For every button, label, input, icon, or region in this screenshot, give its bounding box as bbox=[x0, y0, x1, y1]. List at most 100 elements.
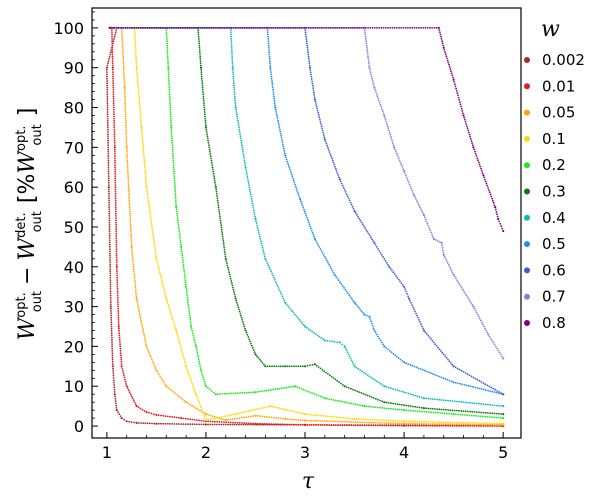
data-point-interp bbox=[437, 346, 439, 349]
data-point-interp bbox=[107, 133, 109, 136]
data-point-interp bbox=[232, 75, 235, 78]
data-point-interp bbox=[230, 33, 232, 36]
data-point-interp bbox=[203, 111, 206, 113]
data-point-interp bbox=[445, 259, 448, 262]
data-point-interp bbox=[123, 71, 125, 73]
data-point-interp bbox=[125, 137, 128, 140]
data-point-interp bbox=[252, 204, 254, 207]
data-point-interp bbox=[148, 208, 151, 211]
data-point-interp bbox=[115, 404, 118, 407]
data-point-interp bbox=[387, 422, 390, 425]
data-point-interp bbox=[108, 204, 110, 206]
data-point-interp bbox=[418, 424, 421, 427]
data-point-interp bbox=[256, 27, 259, 29]
data-point-interp bbox=[365, 27, 367, 29]
data-point-interp bbox=[345, 386, 348, 388]
data-point-interp bbox=[157, 266, 160, 269]
data-point-interp bbox=[240, 416, 243, 419]
data-point-interp bbox=[173, 177, 176, 180]
data-point-interp bbox=[319, 420, 322, 422]
data-point-interp bbox=[456, 279, 458, 282]
data-point-interp bbox=[206, 137, 209, 140]
data-point-interp bbox=[296, 386, 299, 388]
data-point-interp bbox=[309, 71, 312, 74]
data-point bbox=[422, 397, 425, 400]
data-point-interp bbox=[202, 100, 205, 102]
data-point-interp bbox=[315, 103, 317, 105]
data-point bbox=[204, 423, 207, 426]
data-point-interp bbox=[159, 375, 162, 378]
data-point-interp bbox=[456, 421, 458, 424]
data-point bbox=[502, 357, 505, 360]
data-point-interp bbox=[252, 415, 255, 417]
data-point-interp bbox=[451, 363, 454, 366]
data-point-interp bbox=[488, 385, 491, 388]
data-point-interp bbox=[478, 387, 481, 390]
data-point-interp bbox=[352, 388, 354, 391]
data-point-interp bbox=[208, 144, 210, 147]
data-point-interp bbox=[287, 305, 289, 307]
data-point-interp bbox=[137, 304, 139, 307]
data-point-interp bbox=[278, 124, 280, 126]
data-point-interp bbox=[191, 423, 194, 426]
data-point-interp bbox=[121, 33, 123, 36]
data-point-interp bbox=[418, 423, 421, 425]
data-point-interp bbox=[252, 391, 255, 394]
data-point-interp bbox=[310, 419, 313, 422]
data-point-interp bbox=[240, 142, 243, 144]
data-point-interp bbox=[314, 100, 317, 103]
data-point-interp bbox=[390, 422, 392, 425]
data-point-interp bbox=[223, 244, 225, 247]
data-point-interp bbox=[225, 415, 228, 417]
data-point-interp bbox=[184, 277, 186, 279]
data-point-interp bbox=[166, 27, 169, 29]
data-point-interp bbox=[493, 343, 496, 346]
data-point-interp bbox=[394, 402, 397, 405]
data-point-interp bbox=[467, 423, 469, 426]
data-point-interp bbox=[468, 414, 471, 417]
data-point-interp bbox=[127, 190, 130, 193]
data-point-interp bbox=[132, 261, 135, 264]
data-point-interp bbox=[383, 407, 386, 409]
data-point-interp bbox=[274, 280, 277, 283]
data-point-interp bbox=[173, 423, 176, 425]
data-point-interp bbox=[249, 423, 251, 426]
data-point-interp bbox=[311, 363, 314, 366]
data-point-interp bbox=[372, 84, 375, 87]
data-point-interp bbox=[111, 341, 113, 343]
data-point-interp bbox=[388, 349, 391, 352]
data-point-interp bbox=[202, 420, 205, 422]
data-point-interp bbox=[473, 425, 476, 427]
data-point-interp bbox=[441, 40, 443, 43]
x-tick-label: 4 bbox=[399, 443, 409, 462]
data-point-interp bbox=[416, 314, 418, 317]
data-point-interp bbox=[171, 142, 174, 144]
data-point-interp bbox=[394, 422, 397, 425]
legend-marker bbox=[524, 267, 530, 274]
data-point-interp bbox=[349, 201, 352, 204]
data-point-interp bbox=[450, 269, 453, 272]
data-point-interp bbox=[137, 82, 139, 85]
data-point-interp bbox=[131, 257, 134, 259]
data-point-interp bbox=[347, 27, 350, 29]
data-point-interp bbox=[106, 104, 109, 107]
data-point-interp bbox=[127, 188, 130, 191]
data-point-interp bbox=[394, 419, 396, 422]
data-point-interp bbox=[330, 267, 333, 270]
data-point-interp bbox=[308, 58, 310, 60]
data-point-interp bbox=[299, 320, 302, 323]
data-point-interp bbox=[462, 425, 465, 427]
data-point-interp bbox=[261, 422, 264, 425]
data-point-interp bbox=[152, 237, 155, 240]
y-tick-label: 70 bbox=[64, 138, 84, 157]
data-point-interp bbox=[144, 168, 146, 171]
data-point-interp bbox=[108, 237, 111, 239]
data-point-interp bbox=[387, 424, 390, 427]
series-0.01 bbox=[108, 26, 505, 428]
data-point-interp bbox=[416, 200, 418, 203]
data-point-interp bbox=[189, 323, 192, 326]
data-point-interp bbox=[337, 424, 339, 426]
data-point bbox=[299, 198, 302, 201]
data-point-interp bbox=[139, 108, 142, 111]
data-point-interp bbox=[145, 188, 148, 191]
